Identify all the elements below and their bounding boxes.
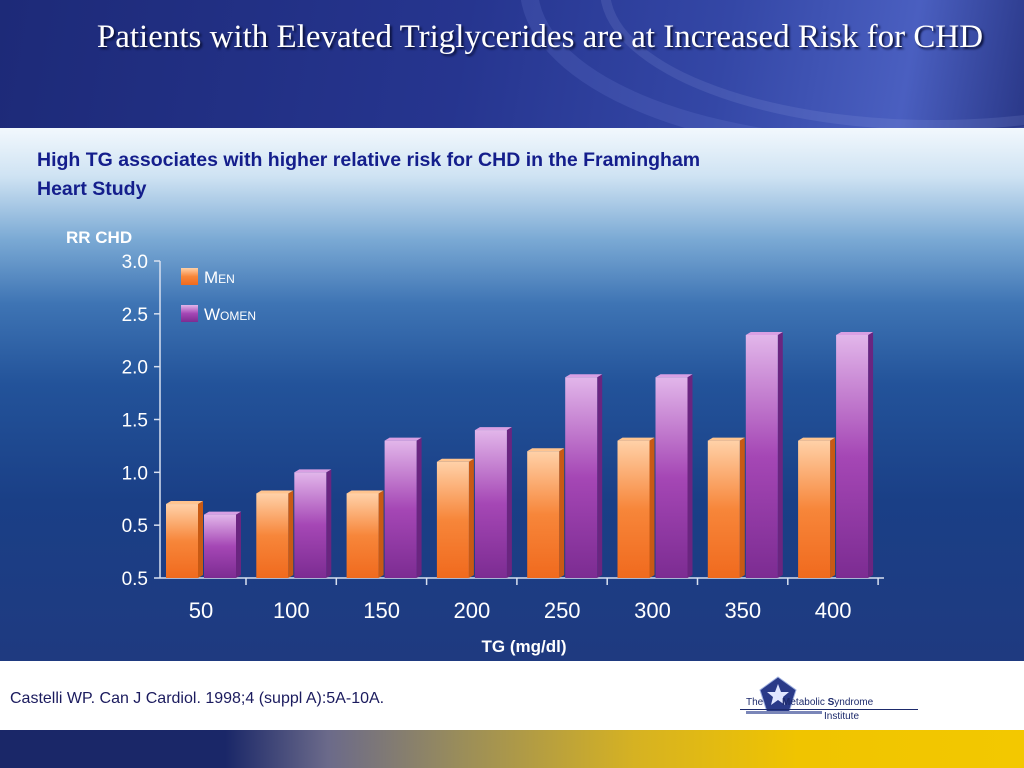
logo-institute: Institute xyxy=(824,711,860,722)
bar-top-women xyxy=(474,427,512,431)
bar-top-women xyxy=(745,331,783,335)
legend-swatch-men xyxy=(181,268,198,285)
x-tick-label: 250 xyxy=(544,598,581,623)
legend-label-men: Men xyxy=(204,268,235,287)
bar-top-men xyxy=(346,490,384,494)
bar-top-women xyxy=(384,437,422,441)
bar-side-women xyxy=(416,437,422,578)
bar-top-men xyxy=(527,448,565,452)
bar-top-men xyxy=(166,501,203,505)
bar-women xyxy=(204,514,236,578)
x-tick-label: 300 xyxy=(634,598,671,623)
bar-side-men xyxy=(559,448,565,578)
logo-name: The Metabolic Syndrome xyxy=(746,697,874,708)
bar-women xyxy=(474,430,507,578)
bar-women xyxy=(745,334,778,578)
pentagon-star-icon xyxy=(759,676,797,713)
y-tick-label: 2.0 xyxy=(122,358,148,379)
bottom-band xyxy=(0,730,1024,768)
bar-side-men xyxy=(468,458,474,578)
slide-subtitle: High TG associates with higher relative … xyxy=(37,149,701,200)
y-tick-label: 0.5 xyxy=(122,569,148,590)
y-tick-label: 1.5 xyxy=(122,411,148,432)
bar-side-women xyxy=(868,331,874,578)
bar-men xyxy=(256,493,289,578)
bar-men xyxy=(798,440,831,578)
bar-women xyxy=(836,334,869,578)
bar-side-men xyxy=(649,437,655,578)
bar-side-women xyxy=(506,427,512,578)
logo-divider xyxy=(740,709,918,710)
x-tick-label: 350 xyxy=(724,598,761,623)
bar-men xyxy=(166,504,198,578)
bar-side-men xyxy=(198,501,203,578)
x-axis-label: TG (mg/dl) xyxy=(482,637,567,656)
bar-side-men xyxy=(288,490,294,578)
bar-side-men xyxy=(378,490,384,578)
bar-top-men xyxy=(256,490,294,494)
bar-side-women xyxy=(687,374,693,578)
bar-side-men xyxy=(739,437,745,578)
bar-top-women xyxy=(565,374,603,378)
bar-men xyxy=(527,451,560,578)
x-tick-label: 200 xyxy=(454,598,491,623)
bar-top-women xyxy=(836,331,874,335)
x-tick-label: 50 xyxy=(189,598,213,623)
bar-top-women xyxy=(294,469,332,473)
logo-tagline xyxy=(746,711,822,714)
bar-top-men xyxy=(798,437,836,441)
y-tick-label: 0.5 xyxy=(122,516,148,537)
y-tick-label: 2.5 xyxy=(122,305,148,326)
bar-side-women xyxy=(236,511,241,578)
x-tick-label: 400 xyxy=(815,598,852,623)
x-tick-label: 100 xyxy=(273,598,310,623)
footer xyxy=(0,661,1024,730)
slide-title: Patients with Elevated Triglycerides are… xyxy=(96,19,984,55)
y-tick-label: 3.0 xyxy=(122,252,148,273)
bar-top-men xyxy=(436,458,474,462)
bar-top-women xyxy=(655,374,693,378)
bar-top-men xyxy=(707,437,745,441)
bar-men xyxy=(707,440,740,578)
legend-swatch-women xyxy=(181,305,198,322)
bar-top-men xyxy=(617,437,655,441)
bar-side-women xyxy=(777,331,783,578)
bar-women xyxy=(565,377,598,578)
bar-women xyxy=(384,440,417,578)
y-tick-label: 1.0 xyxy=(122,463,148,484)
bar-men xyxy=(617,440,650,578)
x-tick-label: 150 xyxy=(363,598,400,623)
bar-chart: RR CHD 0.5 0.5 1.0 1.5 2.0 2.5 3.0 50 100 150 200 25… xyxy=(66,228,884,656)
bar-men xyxy=(346,493,379,578)
bar-women xyxy=(655,377,688,578)
slide-header: Patients with Elevated Triglycerides are… xyxy=(0,0,1024,128)
bar-side-women xyxy=(326,469,332,578)
bar-men xyxy=(436,461,469,578)
legend-label-women: Women xyxy=(204,305,256,324)
y-axis-label: RR CHD xyxy=(66,228,132,247)
metabolic-syndrome-institute-logo: The Metabolic Syndrome Institute xyxy=(740,675,918,727)
bar-side-women xyxy=(597,374,603,578)
bar-women xyxy=(294,472,327,578)
citation: Castelli WP. Can J Cardiol. 1998;4 (supp… xyxy=(10,690,385,707)
bar-top-women xyxy=(204,511,241,515)
bar-side-men xyxy=(830,437,836,578)
